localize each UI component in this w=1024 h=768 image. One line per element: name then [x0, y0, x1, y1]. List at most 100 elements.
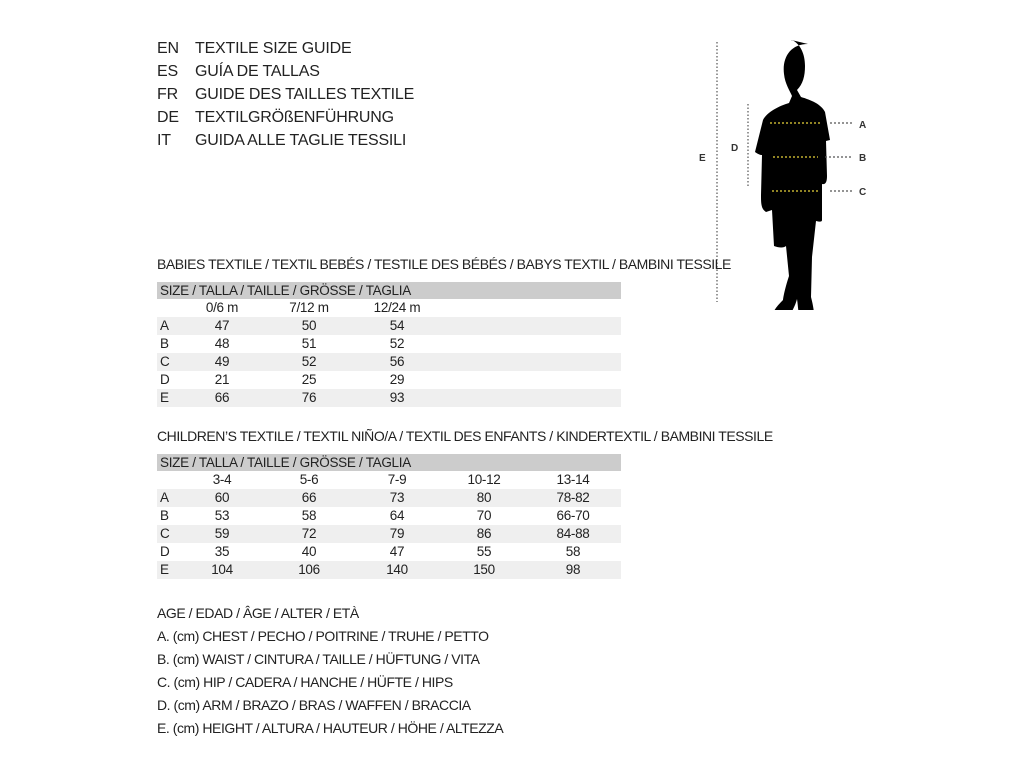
table-cell: 54: [389, 318, 405, 333]
language-code: ES: [157, 63, 178, 80]
table-cell: 55: [476, 544, 492, 559]
table-header-row: SIZE / TALLA / TAILLE / GRÖSSE / TAGLIA: [157, 282, 621, 299]
legend-item: C. (cm) HIP / CADERA / HANCHE / HÜFTE / …: [157, 674, 453, 690]
table-cell: 80: [476, 490, 492, 505]
table-cell: 150: [473, 562, 495, 577]
label-e: E: [699, 153, 706, 164]
table-row: A 47 50 54: [157, 317, 621, 335]
row-label: C: [160, 354, 170, 369]
table-cell: 79: [389, 526, 405, 541]
legend-item: D. (cm) ARM / BRAZO / BRAS / WAFFEN / BR…: [157, 697, 471, 713]
column-header: 0/6 m: [205, 300, 239, 315]
language-title: GUÍA DE TALLAS: [195, 63, 320, 80]
column-header: 12/24 m: [373, 300, 421, 315]
table-cell: 60: [214, 490, 230, 505]
table-cell: 53: [214, 508, 230, 523]
table-cell: 21: [214, 372, 230, 387]
table-row: A 60 66 73 80 78-82: [157, 489, 621, 507]
table-cell: 98: [565, 562, 581, 577]
table-cell: 51: [301, 336, 317, 351]
child-silhouette-icon: [755, 40, 830, 310]
table-cell: 59: [214, 526, 230, 541]
row-label: A: [160, 318, 169, 333]
column-header-row: 3-4 5-6 7-9 10-12 13-14: [157, 471, 621, 489]
language-title: TEXTILE SIZE GUIDE: [195, 40, 352, 57]
table-cell: 47: [389, 544, 405, 559]
row-label: B: [160, 508, 169, 523]
column-header: 13-14: [556, 472, 590, 487]
table-cell: 84-88: [556, 526, 590, 541]
language-code: EN: [157, 40, 179, 57]
column-header: 10-12: [467, 472, 501, 487]
table-cell: 29: [389, 372, 405, 387]
language-title: GUIDE DES TAILLES TEXTILE: [195, 86, 415, 103]
language-code: IT: [157, 132, 171, 149]
table-cell: 78-82: [556, 490, 590, 505]
column-header: 7-9: [387, 472, 407, 487]
table-header-label: SIZE / TALLA / TAILLE / GRÖSSE / TAGLIA: [160, 455, 411, 470]
table-cell: 93: [389, 390, 405, 405]
table-cell: 140: [386, 562, 408, 577]
label-d: D: [731, 143, 738, 154]
table-cell: 86: [476, 526, 492, 541]
table-cell: 66: [301, 490, 317, 505]
legend-item: E. (cm) HEIGHT / ALTURA / HAUTEUR / HÖHE…: [157, 720, 504, 736]
table-cell: 56: [389, 354, 405, 369]
table-cell: 72: [301, 526, 317, 541]
row-label: C: [160, 526, 170, 541]
table-row: C 49 52 56: [157, 353, 621, 371]
row-label: D: [160, 544, 170, 559]
legend-item: B. (cm) WAIST / CINTURA / TAILLE / HÜFTU…: [157, 651, 480, 667]
table-cell: 52: [389, 336, 405, 351]
table-cell: 48: [214, 336, 230, 351]
children-size-table: SIZE / TALLA / TAILLE / GRÖSSE / TAGLIA 3…: [157, 454, 621, 579]
label-b: B: [859, 153, 866, 164]
label-a: A: [859, 120, 866, 131]
language-code: FR: [157, 86, 178, 103]
row-label: D: [160, 372, 170, 387]
row-label: A: [160, 490, 169, 505]
table-cell: 58: [565, 544, 581, 559]
table-cell: 76: [301, 390, 317, 405]
column-header: 7/12 m: [289, 300, 329, 315]
table-cell: 64: [389, 508, 405, 523]
table-row: B 48 51 52: [157, 335, 621, 353]
table-row: B 53 58 64 70 66-70: [157, 507, 621, 525]
children-section-title: CHILDREN’S TEXTILE / TEXTIL NIÑO/A / TEX…: [157, 428, 773, 444]
column-header-row: 0/6 m 7/12 m 12/24 m: [157, 299, 621, 317]
table-header-label: SIZE / TALLA / TAILLE / GRÖSSE / TAGLIA: [160, 283, 411, 298]
row-label: E: [160, 390, 169, 405]
table-cell: 50: [301, 318, 317, 333]
table-cell: 104: [211, 562, 233, 577]
babies-section-title: BABIES TEXTILE / TEXTIL BEBÉS / TESTILE …: [157, 256, 731, 272]
table-row: D 35 40 47 55 58: [157, 543, 621, 561]
babies-size-table: SIZE / TALLA / TAILLE / GRÖSSE / TAGLIA 0…: [157, 282, 621, 407]
language-title: GUIDA ALLE TAGLIE TESSILI: [195, 132, 407, 149]
table-cell: 70: [476, 508, 492, 523]
legend-item: AGE / EDAD / ÂGE / ALTER / ETÀ: [157, 605, 359, 621]
table-row: D 21 25 29: [157, 371, 621, 389]
table-cell: 52: [301, 354, 317, 369]
language-title: TEXTILGRÖßENFÜHRUNG: [195, 109, 394, 126]
label-c: C: [859, 187, 866, 198]
table-cell: 66-70: [556, 508, 590, 523]
language-code: DE: [157, 109, 179, 126]
child-silhouette-figure: A B C D E: [699, 40, 866, 310]
table-cell: 73: [389, 490, 405, 505]
table-row: C 59 72 79 86 84-88: [157, 525, 621, 543]
column-header: 3-4: [212, 472, 232, 487]
table-cell: 35: [214, 544, 230, 559]
table-cell: 58: [301, 508, 317, 523]
table-row: E 104 106 140 150 98: [157, 561, 621, 579]
table-cell: 49: [214, 354, 230, 369]
table-header-row: SIZE / TALLA / TAILLE / GRÖSSE / TAGLIA: [157, 454, 621, 471]
table-row: E 66 76 93: [157, 389, 621, 407]
table-cell: 47: [214, 318, 230, 333]
table-cell: 25: [301, 372, 317, 387]
legend-item: A. (cm) CHEST / PECHO / POITRINE / TRUHE…: [157, 628, 489, 644]
table-cell: 106: [298, 562, 320, 577]
table-cell: 66: [214, 390, 230, 405]
column-header: 5-6: [299, 472, 319, 487]
row-label: B: [160, 336, 169, 351]
row-label: E: [160, 562, 169, 577]
